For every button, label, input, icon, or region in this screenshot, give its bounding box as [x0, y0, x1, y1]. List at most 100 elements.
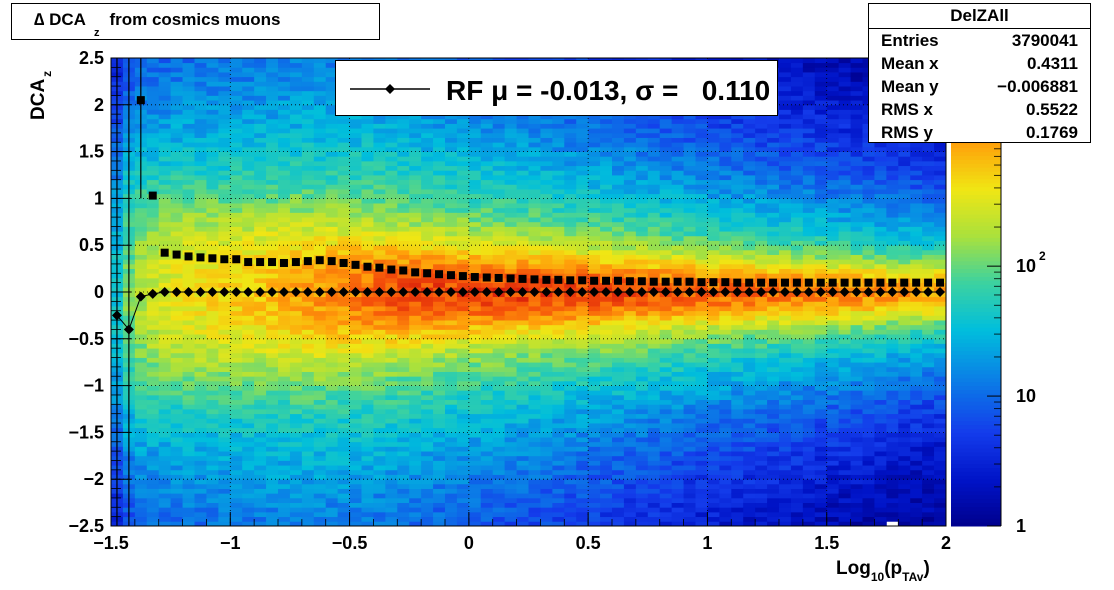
heatmap-cell — [313, 437, 327, 443]
heatmap-cell — [206, 338, 219, 344]
heatmap-cell — [242, 268, 255, 274]
heatmap-cell — [635, 221, 649, 227]
heatmap-cell — [313, 72, 327, 78]
heatmap-cell — [540, 418, 553, 424]
heatmap-cell — [409, 380, 422, 386]
heatmap-cell — [134, 277, 148, 284]
heatmap-cell — [242, 62, 255, 68]
heatmap-cell — [230, 394, 243, 401]
heatmap-cell — [385, 488, 398, 494]
heatmap-cell — [325, 184, 339, 190]
heatmap-cell — [516, 352, 529, 358]
heatmap-cell — [445, 437, 458, 443]
heatmap-cell — [504, 324, 517, 330]
heatmap-cell — [480, 343, 494, 349]
heatmap-cell — [373, 123, 386, 129]
heatmap-cell — [373, 137, 386, 143]
heatmap-cell — [456, 446, 470, 452]
heatmap-cell — [421, 160, 434, 167]
heatmap-cell — [242, 175, 255, 181]
heatmap-cell — [301, 469, 315, 475]
heatmap-cell — [158, 493, 172, 499]
heatmap-cell — [433, 170, 446, 176]
heatmap-cell — [313, 418, 327, 424]
heatmap-cell — [218, 198, 231, 204]
heatmap-cell — [182, 268, 195, 274]
heatmap-cell — [695, 376, 708, 382]
heatmap-cell — [313, 240, 327, 246]
heatmap-cell — [278, 497, 291, 503]
heatmap-cell — [564, 301, 577, 307]
heatmap-cell — [576, 409, 589, 415]
heatmap-cell — [337, 380, 350, 386]
heatmap-cell — [421, 479, 434, 485]
heatmap-cell — [671, 184, 684, 190]
heatmap-cell — [552, 301, 565, 307]
heatmap-cell — [588, 488, 601, 494]
heatmap-cell — [552, 170, 565, 176]
heatmap-cell — [313, 118, 327, 124]
heatmap-cell — [456, 118, 470, 124]
heatmap-cell — [421, 146, 434, 152]
heatmap-cell — [409, 240, 422, 246]
heatmap-cell — [218, 488, 231, 494]
heatmap-cell — [206, 203, 219, 209]
heatmap-cell — [170, 390, 183, 396]
heatmap-cell — [146, 310, 160, 316]
heatmap-cell — [289, 118, 303, 124]
heatmap-cell — [337, 282, 350, 288]
heatmap-cell — [230, 245, 243, 251]
heatmap-cell — [504, 146, 517, 152]
heatmap-cell — [385, 217, 398, 223]
heatmap-cell — [301, 427, 315, 433]
heatmap-cell — [540, 516, 553, 522]
heatmap-cell — [337, 193, 350, 199]
heatmap-cell — [433, 385, 446, 391]
heatmap-cell — [313, 376, 327, 382]
heatmap-cell — [528, 451, 541, 457]
heatmap-cell — [242, 207, 255, 213]
heatmap-cell — [182, 72, 195, 78]
heatmap-cell — [218, 86, 231, 92]
heatmap-cell — [289, 132, 303, 138]
heatmap-cell — [647, 254, 661, 260]
heatmap-cell — [349, 511, 362, 518]
heatmap-cell — [683, 483, 696, 489]
heatmap-cell — [492, 469, 506, 475]
heatmap-cell — [445, 296, 458, 302]
heatmap-cell — [445, 329, 458, 335]
heatmap-cell — [504, 118, 517, 124]
heatmap-cell — [242, 95, 255, 101]
heatmap-cell — [218, 296, 231, 302]
heatmap-cell — [206, 273, 219, 279]
heatmap-cell — [313, 235, 327, 241]
heatmap-cell — [170, 156, 183, 162]
heatmap-cell — [492, 259, 506, 265]
heatmap-cell — [421, 409, 434, 415]
heatmap-cell — [385, 455, 398, 461]
heatmap-cell — [158, 437, 172, 443]
heatmap-cell — [433, 502, 446, 508]
heatmap-cell — [218, 132, 231, 138]
heatmap-cell — [600, 469, 613, 475]
heatmap-cell — [576, 259, 589, 265]
heatmap-cell — [349, 437, 362, 443]
heatmap-cell — [623, 423, 637, 429]
heatmap-cell — [409, 334, 422, 340]
heatmap-cell — [695, 441, 708, 447]
heatmap-cell — [635, 179, 649, 185]
heatmap-cell — [194, 203, 207, 209]
heatmap-cell — [242, 315, 255, 321]
heatmap-cell — [361, 446, 374, 452]
heatmap-cell — [671, 390, 684, 396]
heatmap-cell — [373, 399, 386, 405]
heatmap-cell — [623, 249, 637, 255]
heatmap-cell — [373, 404, 386, 410]
heatmap-cell — [612, 432, 625, 438]
heatmap-cell — [600, 235, 613, 241]
heatmap-cell — [516, 160, 529, 167]
heatmap-cell — [325, 193, 339, 199]
heatmap-cell — [671, 231, 684, 237]
heatmap-cell — [289, 231, 303, 237]
heatmap-cell — [480, 371, 494, 377]
